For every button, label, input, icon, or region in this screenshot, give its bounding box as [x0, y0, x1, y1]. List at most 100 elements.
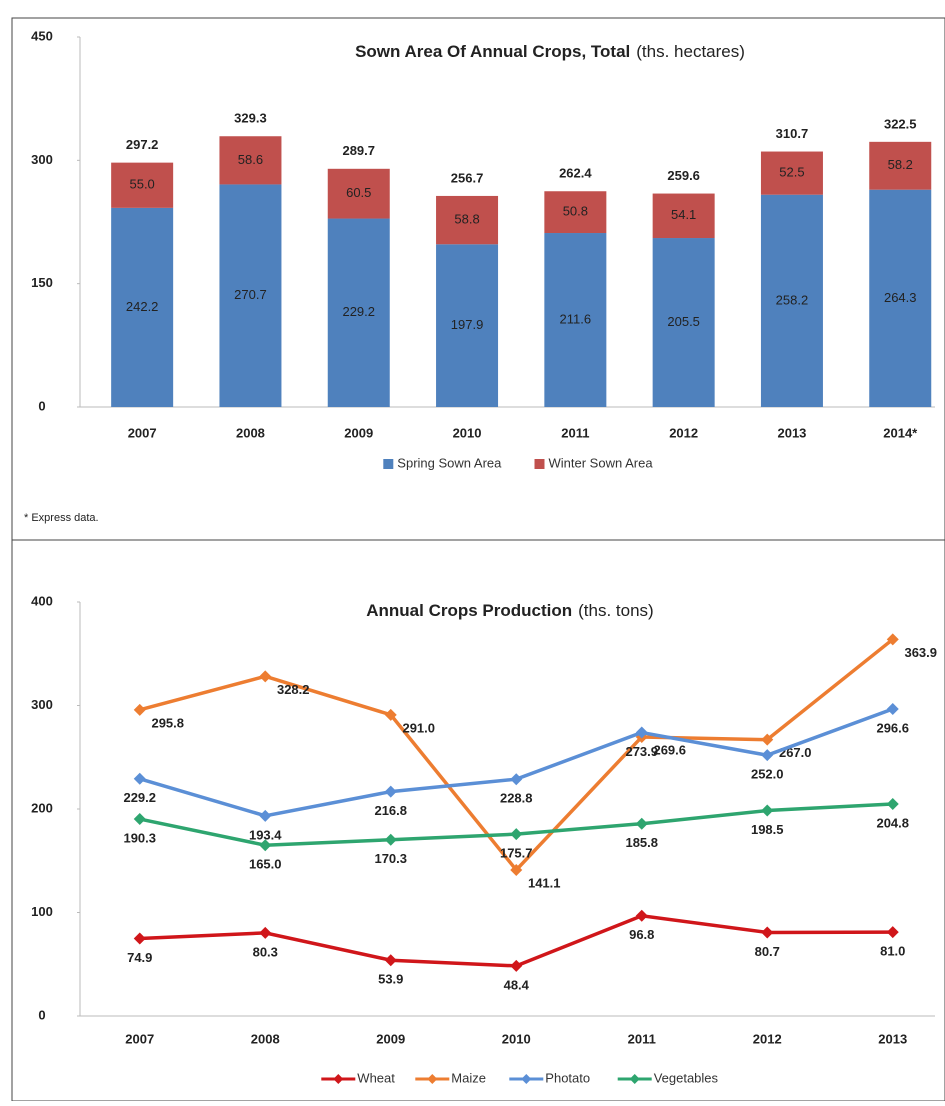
point — [635, 726, 648, 739]
chart-title: Sown Area Of Annual Crops, Total (ths. he… — [355, 42, 745, 61]
point — [259, 670, 272, 683]
bar-value-label: 58.8 — [454, 212, 479, 227]
y-tick-label: 300 — [31, 152, 53, 167]
point-label: 204.8 — [876, 815, 909, 830]
point — [510, 828, 523, 841]
y-tick-label: 150 — [31, 275, 53, 290]
point-label: 81.0 — [880, 944, 905, 959]
bar-value-label: 197.9 — [451, 317, 484, 332]
point — [133, 703, 146, 716]
point-label: 80.7 — [755, 944, 780, 959]
bar-value-label: 258.2 — [776, 292, 809, 307]
point-label: 48.4 — [504, 977, 530, 992]
bar-value-label: 58.2 — [888, 157, 913, 172]
point-label: 96.8 — [629, 927, 654, 942]
point — [133, 932, 146, 945]
x-tick-label: 2011 — [561, 425, 589, 440]
point — [384, 785, 397, 798]
x-tick-label: 2010 — [453, 425, 482, 440]
bar-value-label: 50.8 — [563, 204, 588, 219]
total-label: 310.7 — [776, 126, 809, 141]
x-tick-label: 2012 — [753, 1031, 782, 1046]
title-main: Sown Area Of Annual Crops, Total — [355, 42, 630, 61]
point-label: 216.8 — [374, 803, 407, 818]
point — [510, 959, 523, 972]
point-label: 53.9 — [378, 972, 403, 987]
legend-swatch — [534, 459, 545, 469]
point-label: 328.2 — [277, 682, 310, 697]
point — [761, 733, 774, 746]
y-tick-label: 200 — [31, 800, 53, 815]
bar-value-label: 52.5 — [779, 165, 804, 180]
point — [259, 809, 272, 822]
bar-value-label: 58.6 — [238, 152, 263, 167]
point — [886, 703, 899, 716]
point-label: 252.0 — [751, 767, 784, 782]
x-tick-label: 2008 — [251, 1031, 280, 1046]
point-label: 273.9 — [625, 744, 658, 759]
bar-value-label: 205.5 — [667, 314, 700, 329]
point-label: 295.8 — [151, 715, 184, 730]
total-label: 259.6 — [667, 168, 700, 183]
x-tick-label: 2010 — [502, 1031, 531, 1046]
bar-segment — [869, 189, 932, 407]
point — [886, 633, 899, 646]
legend-label: Vegetables — [654, 1070, 719, 1085]
x-tick-label: 2009 — [376, 1031, 405, 1046]
point-label: 185.8 — [625, 835, 658, 850]
point — [761, 926, 774, 939]
x-tick-label: 2008 — [236, 425, 265, 440]
bar-segment — [544, 233, 607, 407]
point-label: 269.6 — [653, 742, 686, 757]
total-label: 329.3 — [234, 111, 267, 126]
point — [133, 772, 146, 785]
bar-value-label: 55.0 — [129, 177, 154, 192]
x-tick-label: 2013 — [878, 1031, 907, 1046]
legend-label: Spring Sown Area — [397, 455, 502, 470]
bar-segment — [327, 168, 390, 219]
bar-segment — [436, 195, 499, 245]
legend-label: Winter Sown Area — [549, 455, 654, 470]
x-tick-label: 2012 — [669, 425, 698, 440]
x-tick-label: 2013 — [777, 425, 806, 440]
legend-label: Wheat — [357, 1070, 395, 1085]
y-tick-label: 100 — [31, 904, 53, 919]
point-label: 74.9 — [127, 950, 152, 965]
point-label: 229.2 — [123, 790, 156, 805]
bar-value-label: 242.2 — [126, 299, 159, 314]
y-tick-label: 400 — [31, 593, 53, 608]
point — [259, 926, 272, 939]
bar-segment — [219, 136, 282, 185]
bar-value-label: 270.7 — [234, 287, 267, 302]
point-label: 80.3 — [253, 944, 278, 959]
y-tick-label: 450 — [31, 28, 53, 43]
y-tick-label: 0 — [38, 398, 45, 413]
legend-swatch — [383, 459, 394, 469]
bar-segment — [436, 244, 499, 407]
total-label: 297.2 — [126, 137, 159, 152]
point — [886, 798, 899, 811]
point — [384, 954, 397, 967]
total-label: 322.5 — [884, 116, 917, 131]
bar-segment — [111, 207, 174, 407]
point-label: 165.0 — [249, 857, 282, 872]
bar-value-label: 54.1 — [671, 207, 696, 222]
y-tick-label: 300 — [31, 697, 53, 712]
bar-value-label: 264.3 — [884, 290, 917, 305]
bar-value-label: 229.2 — [342, 304, 375, 319]
point — [761, 804, 774, 817]
point — [886, 926, 899, 939]
point-label: 291.0 — [402, 720, 435, 735]
point — [384, 708, 397, 721]
legend-label: Photato — [545, 1070, 590, 1085]
legend-marker — [427, 1074, 438, 1084]
total-label: 289.7 — [342, 143, 375, 158]
x-tick-label: 2009 — [344, 425, 373, 440]
x-tick-label: 2014* — [883, 425, 918, 440]
point — [133, 813, 146, 826]
bar-value-label: 60.5 — [346, 185, 371, 200]
point — [635, 817, 648, 830]
legend-label: Maize — [451, 1070, 486, 1085]
